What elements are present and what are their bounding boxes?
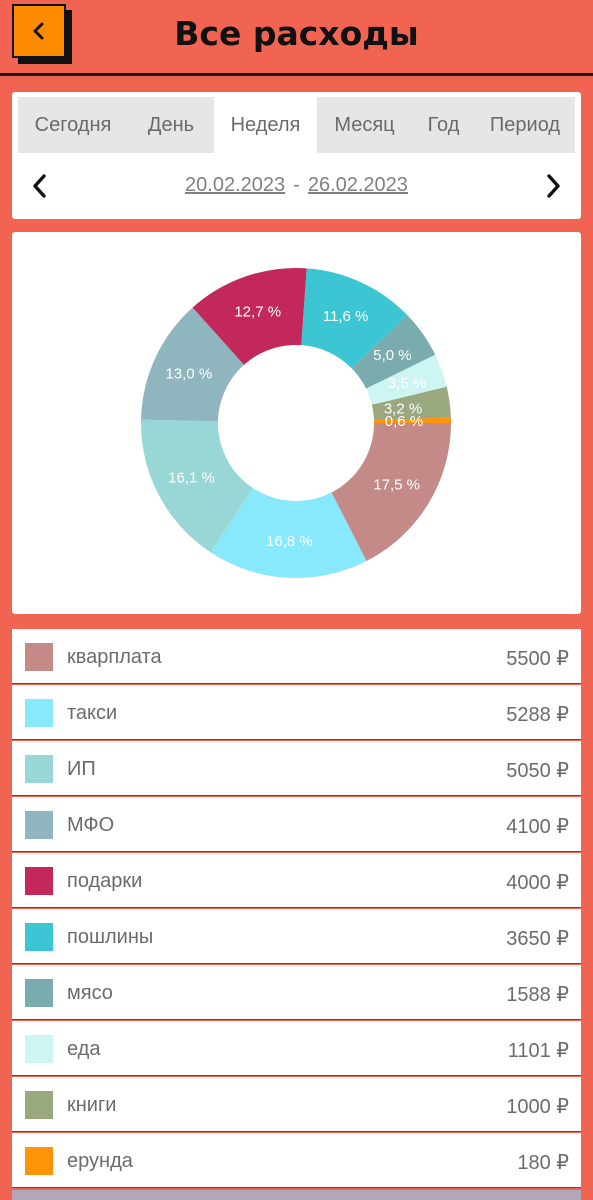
expense-row[interactable]: еда 1101 ₽	[12, 1021, 581, 1076]
pie-slice[interactable]	[210, 488, 367, 578]
category-amount: 4100 ₽	[506, 816, 569, 838]
pie-slice[interactable]	[192, 268, 307, 365]
period-tabs: Сегодня День Неделя Месяц Год Период	[18, 97, 575, 153]
date-separator: -	[293, 174, 300, 196]
expense-donut-chart: 17,5 % 16,8 % 16,1 % 13,0 % 12,7 % 11,6 % 5,0 …	[141, 268, 451, 578]
slice-percent-label: 11,6 %	[323, 308, 369, 325]
category-name: подарки	[67, 870, 143, 892]
slice-percent-label: 3,2 %	[384, 400, 422, 417]
category-name: пошлины	[67, 926, 154, 948]
slice-percent-label: 16,1 %	[168, 470, 215, 487]
chevron-left-icon	[33, 174, 46, 198]
category-color-swatch	[25, 811, 53, 839]
pie-slice[interactable]	[351, 314, 436, 389]
back-button[interactable]	[12, 4, 72, 64]
expense-row[interactable]: ИП 5050 ₽	[12, 741, 581, 796]
tab-month[interactable]: Месяц	[334, 113, 395, 136]
category-color-swatch	[25, 755, 53, 783]
category-amount: 1000 ₽	[506, 1096, 569, 1118]
category-color-swatch	[25, 1091, 53, 1119]
category-name: ерунда	[67, 1150, 133, 1172]
expense-row[interactable]: кварплата 5500 ₽	[12, 629, 581, 684]
category-color-swatch	[25, 1035, 53, 1063]
category-name: МФО	[67, 814, 115, 836]
slice-percent-label: 5,0 %	[373, 347, 411, 364]
tab-year[interactable]: Год	[427, 113, 460, 136]
expense-row[interactable]: такси 5288 ₽	[12, 685, 581, 740]
category-color-swatch	[25, 1147, 53, 1175]
slice-percent-label: 16,8 %	[266, 533, 313, 550]
tab-today[interactable]: Сегодня	[34, 113, 112, 136]
prev-period-button[interactable]	[22, 168, 58, 204]
slice-percent-label: 3,5 %	[388, 375, 426, 392]
category-color-swatch	[25, 867, 53, 895]
pie-slice[interactable]	[371, 386, 451, 421]
expense-row[interactable]: ерунда 180 ₽	[12, 1133, 581, 1188]
slice-percent-label: 12,7 %	[234, 303, 281, 320]
category-color-swatch	[25, 643, 53, 671]
category-name: ИП	[67, 758, 96, 780]
donut-hole	[244, 371, 348, 475]
pie-slice[interactable]	[141, 307, 244, 422]
category-amount: 4000 ₽	[506, 872, 569, 894]
expense-row[interactable]: подарки 4000 ₽	[12, 853, 581, 908]
chart-card: 17,5 % 16,8 % 16,1 % 13,0 % 12,7 % 11,6 % 5,0 …	[12, 232, 581, 614]
slice-percent-label: 13,0 %	[165, 366, 212, 383]
expense-list: кварплата 5500 ₽ такси 5288 ₽ ИП 5050 ₽ МФО 410…	[12, 629, 581, 1189]
category-color-swatch	[25, 979, 53, 1007]
date-range: 20.02.2023-26.02.2023	[12, 174, 581, 197]
category-amount: 5288 ₽	[506, 704, 569, 726]
expense-row[interactable]: пошлины 3650 ₽	[12, 909, 581, 964]
date-from[interactable]: 20.02.2023	[185, 174, 286, 196]
pie-slice[interactable]	[373, 417, 451, 423]
category-name: книги	[67, 1094, 117, 1116]
category-amount: 180 ₽	[517, 1152, 569, 1174]
next-period-button[interactable]	[535, 168, 571, 204]
slice-percent-label: 0,6 %	[385, 413, 423, 430]
expense-row[interactable]: книги 1000 ₽	[12, 1077, 581, 1132]
date-to[interactable]: 26.02.2023	[307, 174, 408, 196]
category-amount: 3650 ₽	[506, 928, 569, 950]
tab-period[interactable]: Период	[489, 113, 561, 136]
tab-day[interactable]: День	[147, 113, 195, 136]
category-name: еда	[67, 1038, 101, 1060]
expense-row[interactable]: мясо 1588 ₽	[12, 965, 581, 1020]
pie-slice[interactable]	[301, 268, 407, 369]
page-title: Все расходы	[174, 14, 419, 53]
expense-row[interactable]: МФО 4100 ₽	[12, 797, 581, 852]
chevron-right-icon	[547, 174, 560, 198]
category-amount: 1101 ₽	[507, 1040, 569, 1062]
pie-slice[interactable]	[331, 423, 451, 562]
date-range-nav: 20.02.2023-26.02.2023	[12, 162, 581, 210]
back-button-face[interactable]	[12, 4, 66, 58]
category-name: мясо	[67, 982, 113, 1004]
next-row-peek	[12, 1190, 581, 1200]
category-amount: 5500 ₽	[506, 648, 569, 670]
donut-inner-ring	[218, 345, 374, 501]
pie-slice[interactable]	[366, 354, 447, 405]
chevron-left-icon	[33, 22, 44, 40]
category-name: кварплата	[67, 646, 162, 668]
category-name: такси	[67, 702, 118, 724]
app-header: Все расходы	[0, 0, 593, 76]
period-selector-card: Сегодня День Неделя Месяц Год Период 20.…	[12, 92, 581, 219]
tab-week[interactable]: Неделя	[214, 97, 317, 153]
category-color-swatch	[25, 923, 53, 951]
pie-slice[interactable]	[141, 419, 253, 553]
category-amount: 1588 ₽	[506, 984, 569, 1006]
slice-percent-label: 17,5 %	[373, 477, 420, 494]
category-color-swatch	[25, 699, 53, 727]
category-amount: 5050 ₽	[506, 760, 569, 782]
